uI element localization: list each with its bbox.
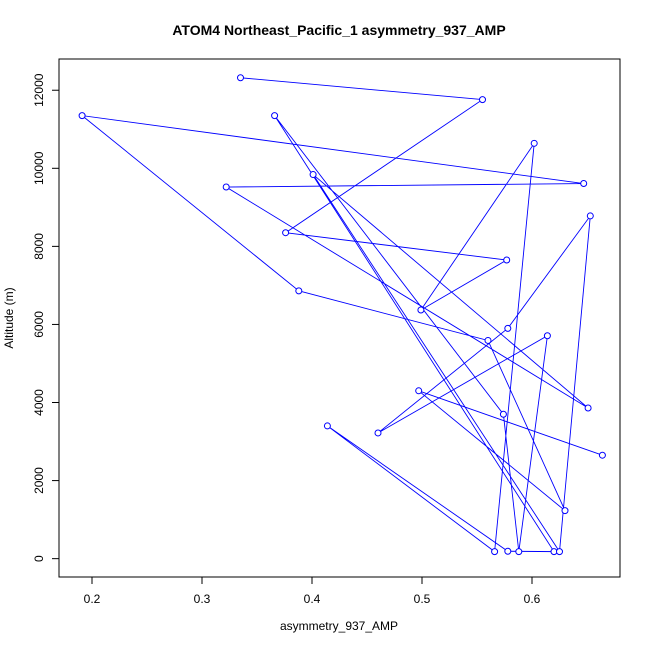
data-point (323, 422, 331, 430)
data-point (515, 548, 523, 556)
x-tick-label: 0.4 (304, 592, 321, 606)
data-point (503, 256, 511, 264)
y-tick-label: 8000 (32, 233, 46, 260)
data-point (222, 183, 230, 191)
data-point (584, 404, 592, 412)
data-point (556, 548, 563, 556)
y-tick-label: 6000 (32, 311, 46, 338)
x-tick-label: 0.6 (524, 592, 541, 606)
data-point (417, 306, 425, 314)
data-point (271, 112, 279, 120)
series-layer (78, 74, 606, 556)
data-point (504, 324, 512, 332)
data-point (504, 547, 512, 555)
y-tick-label: 2000 (32, 467, 46, 494)
data-point (543, 332, 551, 340)
data-point (78, 112, 86, 120)
x-tick-label: 0.2 (84, 592, 101, 606)
data-point (499, 410, 507, 418)
data-point (295, 287, 303, 295)
data-point (530, 139, 538, 147)
data-point (598, 451, 606, 459)
x-axis-label: asymmetry_937_AMP (280, 619, 398, 633)
data-point (580, 180, 588, 188)
chart-title: ATOM4 Northeast_Pacific_1 asymmetry_937_… (172, 22, 505, 38)
data-point (374, 429, 382, 437)
data-point (309, 171, 317, 179)
data-point (484, 336, 492, 344)
data-point (479, 96, 486, 104)
y-tick-label: 10000 (32, 151, 46, 185)
x-axis: 0.2 0.3 0.4 0.5 0.6 (84, 576, 541, 606)
data-point (237, 74, 244, 82)
y-tick-label: 4000 (32, 389, 46, 416)
y-axis-label: Altitude (m) (2, 287, 16, 348)
data-point (491, 548, 499, 556)
x-tick-label: 0.5 (414, 592, 431, 606)
y-axis: 0 2000 4000 6000 8000 10000 12000 (32, 73, 60, 562)
series-line (80, 77, 603, 553)
data-point (586, 212, 594, 220)
data-point (561, 507, 569, 515)
data-point (415, 387, 423, 395)
plot-frame (58, 58, 621, 578)
y-tick-label: 0 (32, 555, 46, 562)
y-tick-label: 12000 (32, 73, 46, 107)
x-tick-label: 0.3 (194, 592, 211, 606)
data-point (282, 229, 290, 237)
